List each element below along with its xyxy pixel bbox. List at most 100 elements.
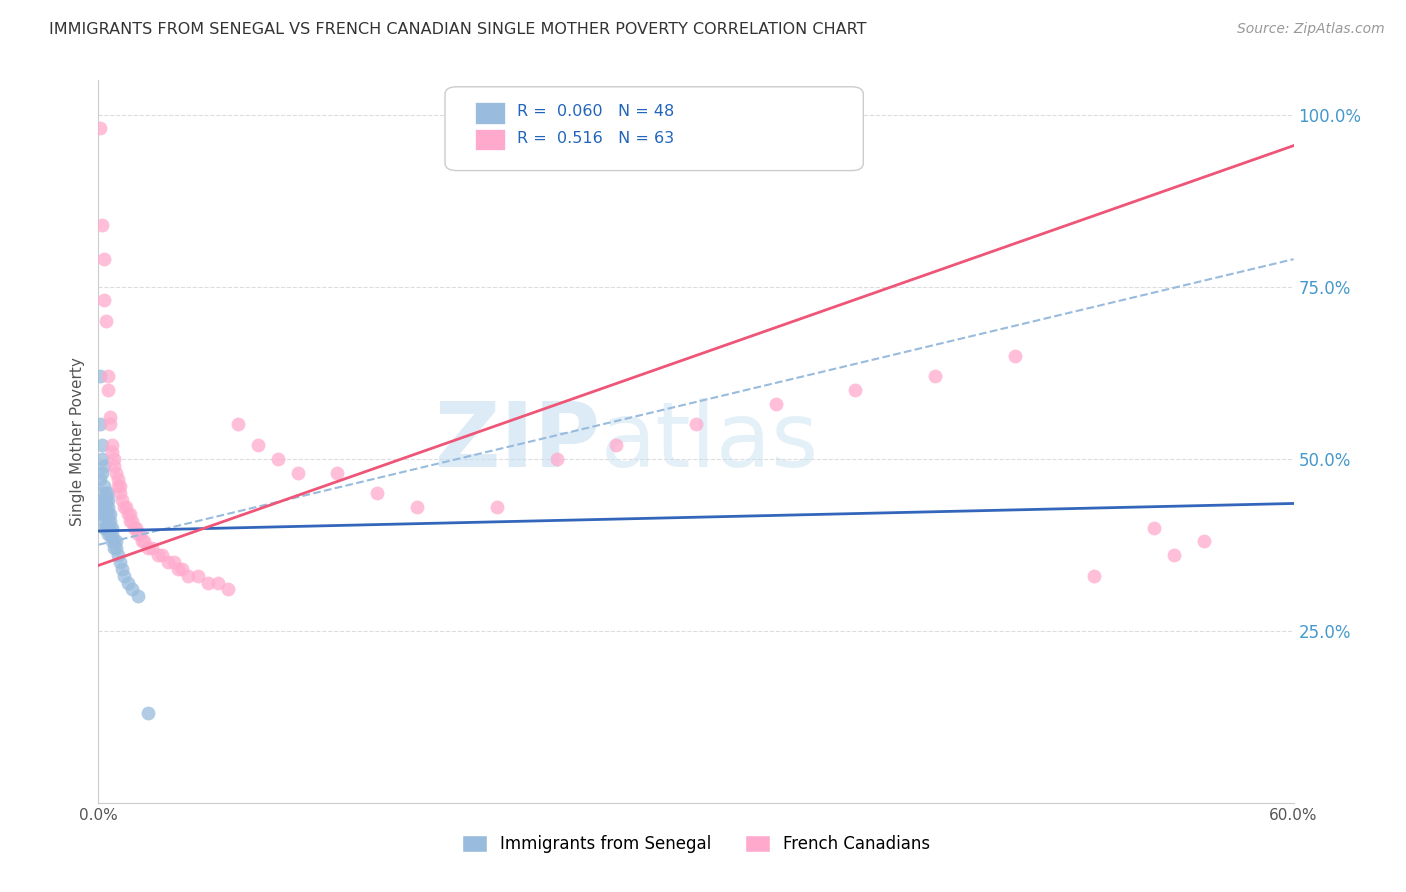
Point xyxy=(197,575,219,590)
Point xyxy=(177,568,200,582)
Point xyxy=(844,383,866,397)
Point xyxy=(103,458,125,473)
Point xyxy=(93,293,115,308)
Point xyxy=(89,417,111,432)
Point xyxy=(91,218,114,232)
Point xyxy=(93,500,115,514)
Point xyxy=(366,486,388,500)
Point xyxy=(97,507,120,521)
Point xyxy=(1004,349,1026,363)
Point xyxy=(96,500,118,514)
Point xyxy=(117,507,139,521)
Point xyxy=(105,541,128,556)
Point xyxy=(97,500,120,514)
Point xyxy=(91,451,114,466)
Point xyxy=(96,507,118,521)
Point xyxy=(127,590,149,604)
FancyBboxPatch shape xyxy=(446,87,863,170)
Point xyxy=(246,438,269,452)
Point xyxy=(112,568,135,582)
Text: R =  0.060   N = 48: R = 0.060 N = 48 xyxy=(517,103,673,119)
Point xyxy=(91,507,114,521)
Point xyxy=(157,555,180,569)
Point xyxy=(406,500,429,514)
Point xyxy=(685,417,707,432)
Point xyxy=(91,486,114,500)
Point xyxy=(93,520,115,534)
Text: Source: ZipAtlas.com: Source: ZipAtlas.com xyxy=(1237,22,1385,37)
FancyBboxPatch shape xyxy=(475,102,505,124)
Point xyxy=(93,458,115,473)
Point xyxy=(167,562,190,576)
Point xyxy=(103,541,125,556)
Point xyxy=(103,534,125,549)
Point xyxy=(101,527,124,541)
Point xyxy=(765,397,787,411)
Point xyxy=(924,369,946,384)
Point xyxy=(91,466,114,480)
FancyBboxPatch shape xyxy=(475,128,505,151)
Point xyxy=(134,534,156,549)
Text: IMMIGRANTS FROM SENEGAL VS FRENCH CANADIAN SINGLE MOTHER POVERTY CORRELATION CHA: IMMIGRANTS FROM SENEGAL VS FRENCH CANADI… xyxy=(49,22,866,37)
Point xyxy=(187,568,209,582)
Point xyxy=(129,527,152,541)
Point xyxy=(1163,548,1185,562)
Point xyxy=(326,466,349,480)
Point xyxy=(97,514,120,528)
Point xyxy=(97,527,120,541)
Point xyxy=(120,507,142,521)
Point xyxy=(1083,568,1105,582)
Point xyxy=(136,541,159,556)
Point xyxy=(91,493,114,508)
Point xyxy=(107,472,129,486)
Point xyxy=(98,520,122,534)
Point xyxy=(89,369,111,384)
Point xyxy=(93,479,115,493)
Point xyxy=(150,548,173,562)
Point xyxy=(141,541,163,556)
Point xyxy=(1143,520,1166,534)
Point xyxy=(101,445,124,459)
Point xyxy=(97,383,120,397)
Text: R =  0.516   N = 63: R = 0.516 N = 63 xyxy=(517,130,673,145)
Point xyxy=(267,451,290,466)
Point xyxy=(101,438,124,452)
Point xyxy=(97,493,120,508)
Point xyxy=(93,493,115,508)
Point xyxy=(546,451,568,466)
Point xyxy=(96,314,118,328)
Point xyxy=(110,479,132,493)
Point xyxy=(98,507,122,521)
Point xyxy=(127,527,149,541)
Point xyxy=(217,582,239,597)
Point xyxy=(107,548,129,562)
Point xyxy=(98,527,122,541)
Point xyxy=(287,466,309,480)
Point xyxy=(93,252,115,267)
Point xyxy=(131,534,153,549)
Point xyxy=(115,500,138,514)
Point xyxy=(97,369,120,384)
Point xyxy=(101,520,124,534)
Point xyxy=(163,555,186,569)
Point xyxy=(96,486,118,500)
Y-axis label: Single Mother Poverty: Single Mother Poverty xyxy=(70,357,86,526)
Point xyxy=(93,507,115,521)
Text: ZIP: ZIP xyxy=(436,398,600,485)
Point xyxy=(105,466,128,480)
Point xyxy=(117,575,139,590)
Point xyxy=(121,514,143,528)
Point xyxy=(207,575,229,590)
Point xyxy=(103,451,125,466)
Point xyxy=(91,438,114,452)
Point xyxy=(89,472,111,486)
Text: atlas: atlas xyxy=(600,398,818,485)
Point xyxy=(111,493,134,508)
Point xyxy=(121,582,143,597)
Point xyxy=(97,486,120,500)
Point xyxy=(96,520,118,534)
Point xyxy=(226,417,249,432)
Legend: Immigrants from Senegal, French Canadians: Immigrants from Senegal, French Canadian… xyxy=(456,828,936,860)
Point xyxy=(107,479,129,493)
Point xyxy=(98,514,122,528)
